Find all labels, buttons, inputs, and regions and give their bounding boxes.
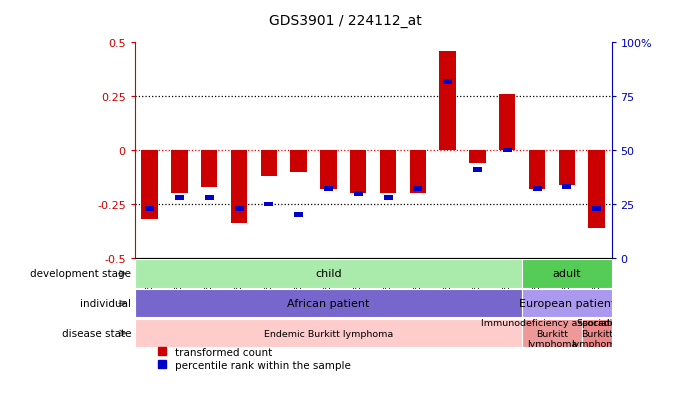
Bar bbox=[562, 185, 571, 190]
Bar bbox=[234, 206, 243, 211]
Bar bbox=[261, 151, 277, 176]
Legend: transformed count, percentile rank within the sample: transformed count, percentile rank withi… bbox=[154, 343, 354, 374]
Text: African patient: African patient bbox=[287, 299, 370, 309]
Bar bbox=[522, 319, 582, 347]
Text: disease state: disease state bbox=[61, 328, 131, 338]
Bar bbox=[503, 148, 512, 153]
Bar bbox=[384, 196, 392, 200]
Bar bbox=[135, 290, 522, 318]
Text: adult: adult bbox=[553, 269, 581, 279]
Bar bbox=[135, 260, 522, 288]
Text: child: child bbox=[315, 269, 342, 279]
Bar bbox=[142, 151, 158, 219]
Bar bbox=[443, 80, 452, 84]
Bar bbox=[354, 191, 363, 196]
Bar bbox=[175, 196, 184, 200]
Bar bbox=[522, 290, 612, 318]
Bar bbox=[529, 151, 545, 190]
Bar bbox=[410, 151, 426, 194]
Text: GDS3901 / 224112_at: GDS3901 / 224112_at bbox=[269, 14, 422, 28]
Bar bbox=[380, 151, 396, 194]
Bar bbox=[265, 202, 274, 207]
Text: Endemic Burkitt lymphoma: Endemic Burkitt lymphoma bbox=[264, 329, 393, 338]
Bar bbox=[324, 187, 333, 192]
Bar bbox=[350, 151, 366, 194]
Bar bbox=[499, 95, 515, 151]
Bar bbox=[473, 168, 482, 173]
Bar bbox=[171, 151, 188, 194]
Bar bbox=[413, 187, 422, 192]
Bar bbox=[439, 52, 456, 151]
Text: Immunodeficiency associated
Burkitt
lymphoma: Immunodeficiency associated Burkitt lymp… bbox=[481, 318, 623, 348]
Bar bbox=[469, 151, 486, 164]
Bar bbox=[533, 187, 542, 192]
Text: Sporadic
Burkitt
lymphoma: Sporadic Burkitt lymphoma bbox=[571, 318, 622, 348]
Bar bbox=[592, 206, 601, 211]
Bar bbox=[205, 196, 214, 200]
Text: European patient: European patient bbox=[519, 299, 615, 309]
Bar bbox=[589, 151, 605, 228]
Bar bbox=[201, 151, 218, 187]
Bar bbox=[135, 319, 522, 347]
Bar bbox=[231, 151, 247, 224]
Bar bbox=[522, 260, 612, 288]
Bar bbox=[290, 151, 307, 172]
Text: development stage: development stage bbox=[30, 269, 131, 279]
Bar bbox=[294, 213, 303, 218]
Bar bbox=[145, 206, 154, 211]
Bar bbox=[558, 151, 575, 185]
Bar bbox=[582, 319, 612, 347]
Text: individual: individual bbox=[80, 299, 131, 309]
Bar bbox=[320, 151, 337, 190]
